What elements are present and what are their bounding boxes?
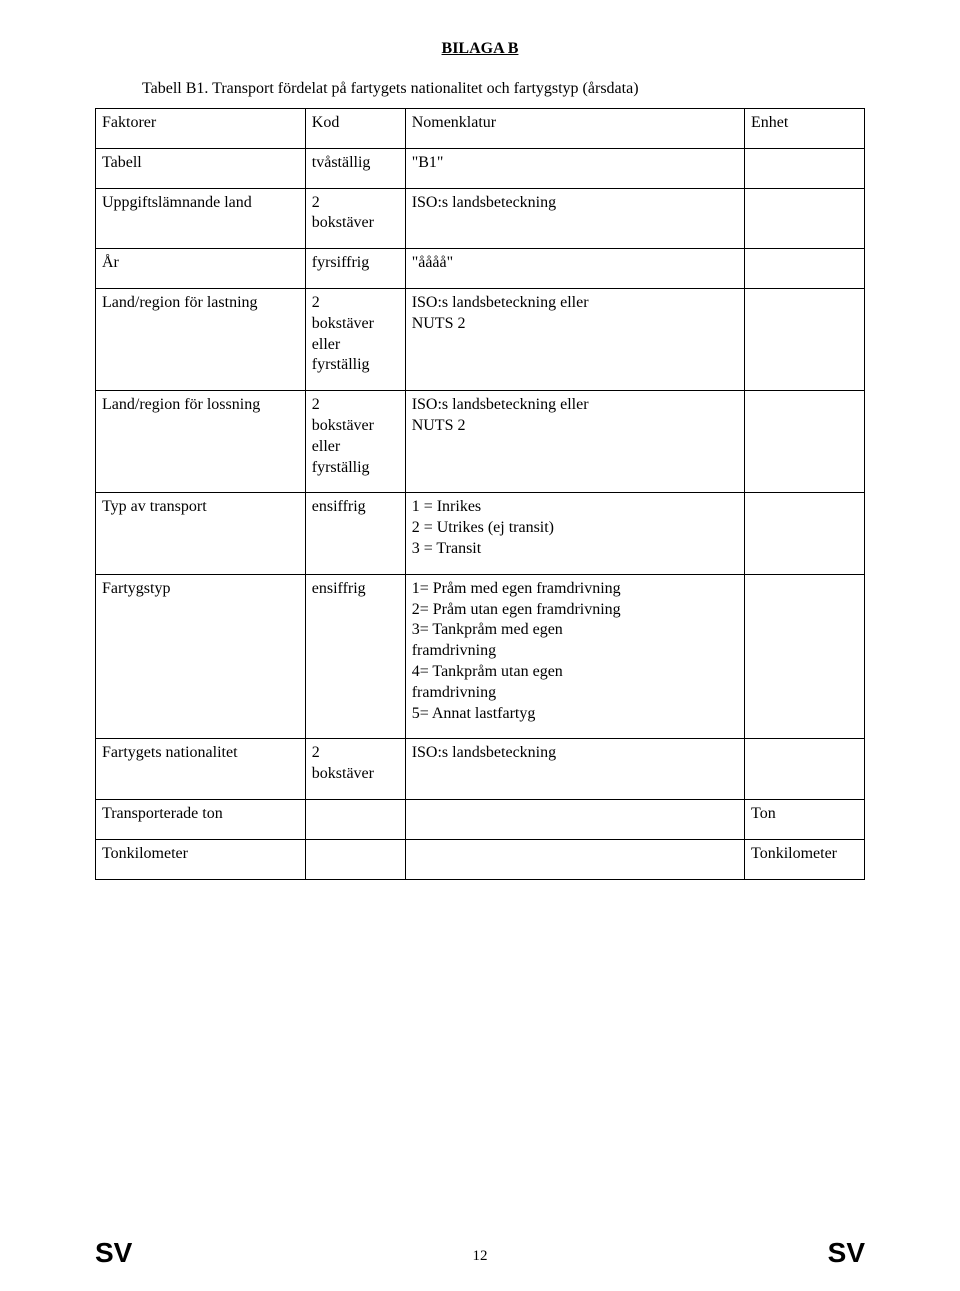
table-row: Tonkilometer Tonkilometer <box>96 839 865 879</box>
page-number: 12 <box>473 1248 488 1265</box>
cell: Tonkilometer <box>745 839 865 879</box>
footer-left: SV <box>95 1237 132 1269</box>
table-row: Land/region för lossning 2 bokstäver ell… <box>96 391 865 493</box>
cell: ISO:s landsbeteckning eller NUTS 2 <box>405 391 744 493</box>
cell: ensiffrig <box>305 493 405 574</box>
footer-right: SV <box>828 1237 865 1269</box>
cell-kod: Kod <box>305 109 405 149</box>
data-table: Faktorer Kod Nomenklatur Enhet Tabell tv… <box>95 108 865 880</box>
cell <box>405 799 744 839</box>
table-row: Fartygstyp ensiffrig 1= Pråm med egen fr… <box>96 574 865 739</box>
table-row: Faktorer Kod Nomenklatur Enhet <box>96 109 865 149</box>
cell: ensiffrig <box>305 574 405 739</box>
cell <box>745 148 865 188</box>
cell: 1= Pråm med egen framdrivning 2= Pråm ut… <box>405 574 744 739</box>
table-row: Land/region för lastning 2 bokstäver ell… <box>96 288 865 390</box>
table-row: Tabell tvåställig "B1" <box>96 148 865 188</box>
cell-enhet: Enhet <box>745 109 865 149</box>
cell <box>745 249 865 289</box>
cell <box>745 288 865 390</box>
cell: Transporterade ton <box>96 799 306 839</box>
table-caption: Tabell B1. Transport fördelat på fartyge… <box>142 80 865 98</box>
cell: tvåställig <box>305 148 405 188</box>
cell-faktorer: Faktorer <box>96 109 306 149</box>
cell <box>745 739 865 800</box>
cell: Tabell <box>96 148 306 188</box>
cell: ISO:s landsbeteckning eller NUTS 2 <box>405 288 744 390</box>
cell <box>745 574 865 739</box>
cell: "B1" <box>405 148 744 188</box>
cell: fyrsiffrig <box>305 249 405 289</box>
cell: Fartygets nationalitet <box>96 739 306 800</box>
table-row: Transporterade ton Ton <box>96 799 865 839</box>
cell <box>305 799 405 839</box>
cell: 2 bokstäver eller fyrställig <box>305 391 405 493</box>
cell <box>305 839 405 879</box>
cell: Land/region för lastning <box>96 288 306 390</box>
cell: ISO:s landsbeteckning <box>405 739 744 800</box>
cell: "åååå" <box>405 249 744 289</box>
cell: 2 bokstäver <box>305 188 405 249</box>
cell: ISO:s landsbeteckning <box>405 188 744 249</box>
appendix-title: BILAGA B <box>95 40 865 58</box>
cell: 1 = Inrikes 2 = Utrikes (ej transit) 3 =… <box>405 493 744 574</box>
page-footer: SV 12 SV <box>0 1237 960 1269</box>
cell: Tonkilometer <box>96 839 306 879</box>
cell: Ton <box>745 799 865 839</box>
table-row: År fyrsiffrig "åååå" <box>96 249 865 289</box>
table-row: Uppgiftslämnande land 2 bokstäver ISO:s … <box>96 188 865 249</box>
cell: 2 bokstäver eller fyrställig <box>305 288 405 390</box>
cell-nomenklatur: Nomenklatur <box>405 109 744 149</box>
cell: Land/region för lossning <box>96 391 306 493</box>
cell: Fartygstyp <box>96 574 306 739</box>
cell <box>745 188 865 249</box>
cell: Typ av transport <box>96 493 306 574</box>
cell <box>405 839 744 879</box>
cell: År <box>96 249 306 289</box>
cell <box>745 391 865 493</box>
cell <box>745 493 865 574</box>
table-row: Typ av transport ensiffrig 1 = Inrikes 2… <box>96 493 865 574</box>
table-row: Fartygets nationalitet 2 bokstäver ISO:s… <box>96 739 865 800</box>
cell: 2 bokstäver <box>305 739 405 800</box>
cell: Uppgiftslämnande land <box>96 188 306 249</box>
